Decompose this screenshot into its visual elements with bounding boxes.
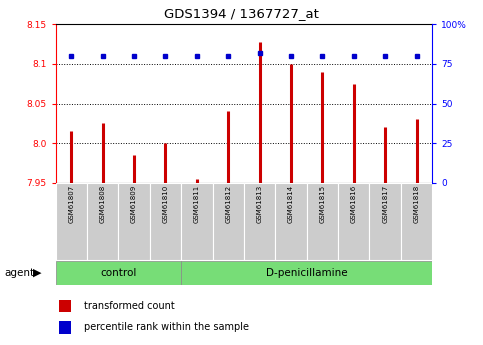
Text: GSM61809: GSM61809 [131, 185, 137, 224]
Text: control: control [100, 268, 137, 278]
Bar [87, 183, 118, 260]
Bar [244, 183, 275, 260]
Text: agent: agent [5, 268, 35, 278]
Text: GSM61807: GSM61807 [68, 185, 74, 224]
Bar [56, 261, 181, 285]
Bar [118, 183, 150, 260]
Bar [275, 183, 307, 260]
Bar [59, 299, 71, 312]
Text: GSM61811: GSM61811 [194, 185, 200, 224]
Bar [59, 321, 71, 334]
Bar [307, 183, 338, 260]
Text: GSM61810: GSM61810 [162, 185, 169, 224]
Text: D-penicillamine: D-penicillamine [266, 268, 347, 278]
Text: transformed count: transformed count [84, 301, 174, 311]
Bar [338, 183, 369, 260]
Bar [181, 183, 213, 260]
Text: GDS1394 / 1367727_at: GDS1394 / 1367727_at [164, 7, 319, 20]
Text: GSM61814: GSM61814 [288, 185, 294, 223]
Bar [369, 183, 401, 260]
Bar [181, 261, 432, 285]
Text: percentile rank within the sample: percentile rank within the sample [84, 322, 249, 332]
Text: GSM61815: GSM61815 [319, 185, 326, 223]
Text: GSM61818: GSM61818 [413, 185, 420, 224]
Text: ▶: ▶ [33, 268, 42, 278]
Bar [213, 183, 244, 260]
Text: GSM61817: GSM61817 [382, 185, 388, 224]
Bar [150, 183, 181, 260]
Text: GSM61813: GSM61813 [256, 185, 263, 224]
Bar [401, 183, 432, 260]
Text: GSM61816: GSM61816 [351, 185, 357, 224]
Text: GSM61808: GSM61808 [99, 185, 106, 224]
Bar [56, 183, 87, 260]
Text: GSM61812: GSM61812 [225, 185, 231, 223]
